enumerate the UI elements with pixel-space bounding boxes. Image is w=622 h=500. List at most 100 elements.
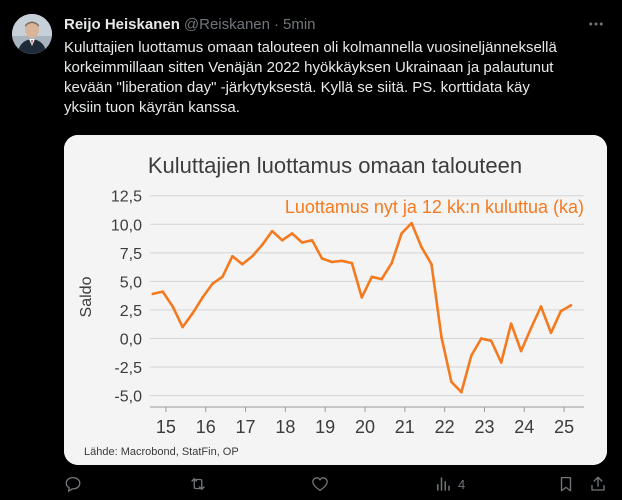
data-point xyxy=(400,232,403,235)
y-axis-ticks: 12,5 10,0 7,5 5,0 2,5 0,0 -2,5 -5,0 xyxy=(111,189,142,406)
chart: Kuluttajien luottamus omaan talouteen 12… xyxy=(64,135,607,465)
data-point xyxy=(320,257,324,260)
x-tick-label: 25 xyxy=(554,417,574,437)
action-bar: 4 xyxy=(64,472,612,496)
more-icon xyxy=(589,22,603,26)
data-point xyxy=(479,337,483,340)
data-point xyxy=(201,296,204,299)
post-text-line: korkeimmillaan sitten Venäjän 2022 hyökk… xyxy=(64,59,554,76)
data-point xyxy=(171,305,174,308)
like-icon xyxy=(312,477,328,492)
data-point xyxy=(350,261,354,265)
avatar-photo-icon xyxy=(12,14,52,54)
data-point xyxy=(211,282,214,285)
data-point xyxy=(519,349,523,353)
avatar[interactable] xyxy=(12,14,52,54)
post-text-line: Kuluttajien luottamus omaan talouteen ol… xyxy=(64,39,557,56)
reply-icon xyxy=(65,476,81,492)
data-point xyxy=(360,296,364,299)
data-point xyxy=(340,259,344,263)
views-count: 4 xyxy=(458,476,466,492)
data-point xyxy=(300,241,304,244)
share-icon xyxy=(591,476,605,491)
data-point xyxy=(390,261,393,265)
data-point xyxy=(290,232,294,235)
reply-button[interactable] xyxy=(64,472,82,496)
data-point xyxy=(161,290,165,293)
bookmark-icon xyxy=(560,476,572,492)
data-point xyxy=(231,254,234,258)
data-point xyxy=(181,325,184,329)
post-text-line: yksiin tuon käyrän kanssa. xyxy=(64,99,240,116)
y-axis-label: Saldo xyxy=(78,276,95,317)
data-point xyxy=(151,292,155,296)
author-handle[interactable]: @Reiskanen xyxy=(183,15,270,33)
post-text: Kuluttajien luottamus omaan talouteen ol… xyxy=(64,38,612,118)
views-button[interactable]: 4 xyxy=(434,472,465,496)
data-point xyxy=(440,336,443,339)
y-tick-label: -2,5 xyxy=(114,360,142,377)
data-point xyxy=(460,390,463,394)
chart-source: Lähde: Macrobond, StatFin, OP xyxy=(84,446,239,458)
repost-button[interactable] xyxy=(188,472,208,496)
y-tick-label: 10,0 xyxy=(111,217,142,234)
post-time[interactable]: 5min xyxy=(283,15,316,33)
data-point xyxy=(539,305,543,308)
y-tick-label: 0,0 xyxy=(120,331,142,348)
data-point xyxy=(559,309,563,313)
x-tick-label: 20 xyxy=(355,417,375,437)
y-tick-label: 12,5 xyxy=(111,189,142,206)
separator-dot: · xyxy=(274,15,279,33)
data-point xyxy=(549,331,553,335)
data-point xyxy=(251,254,254,258)
x-tick-label: 21 xyxy=(395,417,415,437)
x-tick-label: 22 xyxy=(435,417,455,437)
data-point xyxy=(410,221,413,225)
chart-grid xyxy=(150,195,584,408)
x-tick-label: 19 xyxy=(315,417,335,437)
data-point xyxy=(221,275,224,279)
bookmark-button[interactable] xyxy=(557,472,575,496)
y-tick-label: 2,5 xyxy=(120,303,142,320)
data-point xyxy=(270,229,274,233)
share-button[interactable] xyxy=(589,472,607,496)
chart-title: Kuluttajien luottamus omaan talouteen xyxy=(148,153,522,178)
data-point xyxy=(569,304,573,307)
data-point xyxy=(420,245,423,249)
data-point xyxy=(380,277,384,281)
x-tick-label: 23 xyxy=(474,417,494,437)
views-icon xyxy=(437,477,450,491)
like-button[interactable] xyxy=(311,472,329,496)
repost-icon xyxy=(191,478,205,490)
more-button[interactable] xyxy=(584,14,608,34)
x-tick-label: 24 xyxy=(514,417,534,437)
data-point xyxy=(489,339,493,343)
author-name[interactable]: Reijo Heiskanen xyxy=(64,15,180,33)
data-point xyxy=(191,312,194,315)
data-point xyxy=(241,262,244,266)
x-axis-ticks: 15 16 17 18 19 20 21 22 23 24 25 xyxy=(156,407,574,437)
post-header: Reijo Heiskanen @Reiskanen · 5min xyxy=(64,14,316,34)
data-point xyxy=(370,275,374,279)
x-tick-label: 18 xyxy=(275,417,295,437)
data-point xyxy=(499,361,503,364)
series-label: Luottamus nyt ja 12 kk:n kuluttua (ka) xyxy=(285,197,584,217)
data-point xyxy=(260,243,264,247)
y-tick-label: -5,0 xyxy=(114,389,142,406)
series-points xyxy=(151,221,573,394)
data-point xyxy=(310,238,314,242)
y-tick-label: 5,0 xyxy=(120,274,142,291)
data-point xyxy=(330,260,334,264)
data-point xyxy=(509,322,513,325)
x-tick-label: 16 xyxy=(196,417,216,437)
data-point xyxy=(280,238,284,242)
post-text-line: kevään "liberation day" -järkytyksestä. … xyxy=(64,79,530,96)
data-point xyxy=(529,326,533,330)
data-point xyxy=(470,354,473,357)
x-tick-label: 15 xyxy=(156,417,176,437)
post-image-chart[interactable]: Kuluttajien luottamus omaan talouteen 12… xyxy=(64,135,607,465)
x-tick-label: 17 xyxy=(236,417,256,437)
data-point xyxy=(450,380,453,384)
y-tick-label: 7,5 xyxy=(120,246,142,263)
